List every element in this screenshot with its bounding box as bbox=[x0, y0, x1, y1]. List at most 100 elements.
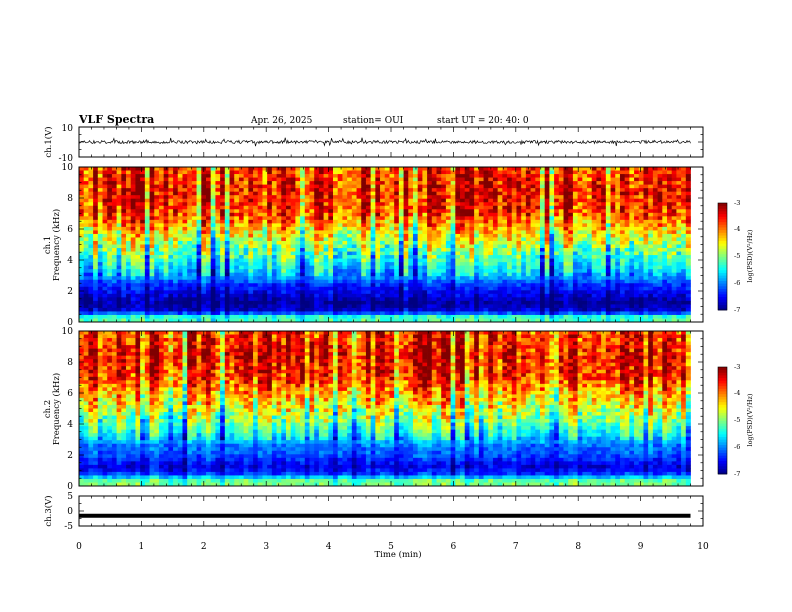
spectrogram-cell bbox=[525, 174, 531, 178]
spectrogram-cell bbox=[436, 244, 442, 249]
spectrogram-cell bbox=[497, 219, 503, 224]
spectrogram-cell bbox=[88, 262, 94, 266]
spectrogram-cell bbox=[422, 304, 428, 309]
spectrogram-cell bbox=[516, 304, 522, 309]
spectrogram-cell bbox=[488, 181, 494, 185]
spectrogram-cell bbox=[441, 230, 447, 235]
spectrogram-cell bbox=[191, 248, 197, 252]
spectrogram-cell bbox=[97, 226, 103, 231]
spectrogram-cell bbox=[83, 304, 89, 309]
spectrogram-cell bbox=[502, 307, 508, 312]
spectrogram-cell bbox=[544, 258, 550, 263]
spectrogram-cell bbox=[412, 230, 419, 235]
spectrogram-cell bbox=[107, 174, 113, 178]
spectrogram-cell bbox=[309, 304, 315, 309]
spectrogram-cell bbox=[605, 237, 611, 242]
spectrogram-cell bbox=[530, 216, 536, 221]
spectrogram-cell bbox=[587, 300, 593, 305]
spectrogram-cell bbox=[177, 276, 183, 281]
spectrogram-cell bbox=[173, 167, 179, 171]
spectrogram-cell bbox=[116, 240, 122, 245]
spectrogram-cell bbox=[83, 290, 89, 295]
spectrogram-cell bbox=[596, 262, 602, 266]
spectrogram-cell bbox=[187, 297, 193, 302]
spectrogram-cell bbox=[511, 223, 517, 228]
spectrogram-cell bbox=[539, 226, 546, 231]
spectrogram-cell bbox=[596, 265, 602, 270]
spectrogram-cell bbox=[572, 177, 578, 182]
spectrogram-cell bbox=[398, 184, 404, 189]
spectrogram-cell bbox=[610, 216, 616, 221]
spectrogram-cell bbox=[337, 279, 343, 284]
spectrogram-cell bbox=[224, 251, 230, 256]
spectrogram-cell bbox=[525, 177, 531, 182]
spectrogram-cell bbox=[389, 258, 395, 263]
spectrogram-cell bbox=[215, 174, 221, 178]
spectrogram-cell bbox=[507, 212, 513, 217]
spectrogram-cell bbox=[554, 297, 560, 302]
spectrogram-cell bbox=[83, 198, 89, 203]
spectrogram-cell bbox=[281, 244, 287, 249]
spectrogram-cell bbox=[314, 286, 320, 291]
spectrogram-cell bbox=[521, 265, 527, 270]
spectrogram-cell bbox=[281, 283, 287, 288]
spectrogram-cell bbox=[525, 272, 531, 277]
spectrogram-cell bbox=[111, 212, 117, 217]
spectrogram-cell bbox=[224, 269, 230, 274]
spectrogram-cell bbox=[229, 248, 235, 252]
spectrogram-cell bbox=[469, 184, 475, 189]
spectrogram-cell bbox=[224, 244, 230, 249]
spectrogram-cell bbox=[361, 188, 367, 193]
spectrogram-cell bbox=[464, 265, 470, 270]
spectrogram-cell bbox=[549, 304, 555, 309]
spectrogram-cell bbox=[187, 198, 193, 203]
spectrogram-cell bbox=[229, 177, 235, 182]
spectrogram-cell bbox=[375, 237, 381, 242]
spectrogram-cell bbox=[309, 269, 315, 274]
spectrogram-cell bbox=[441, 290, 447, 295]
spectrogram-cell bbox=[460, 314, 466, 319]
spectrogram-cell bbox=[271, 223, 277, 228]
spectrogram-cell bbox=[591, 216, 597, 221]
spectrogram-cell bbox=[535, 286, 541, 291]
spectrogram-cell bbox=[370, 191, 376, 196]
spectrogram-cell bbox=[572, 198, 578, 203]
spectrogram-cell bbox=[577, 226, 583, 231]
spectrogram-cell bbox=[408, 279, 414, 284]
spectrogram-cell bbox=[149, 297, 155, 302]
spectrogram-cell bbox=[215, 202, 221, 207]
spectrogram-cell bbox=[177, 269, 183, 274]
spectrogram-cell bbox=[408, 226, 414, 231]
spectrogram-cell bbox=[483, 293, 489, 298]
spectrogram-cell bbox=[333, 318, 339, 323]
spectrogram-cell bbox=[154, 174, 160, 178]
spectrogram-cell bbox=[158, 205, 165, 210]
spectrogram-cell bbox=[300, 311, 306, 316]
spectrogram-cell bbox=[304, 251, 310, 256]
spectrogram-cell bbox=[361, 248, 367, 252]
spectrogram-cell bbox=[234, 300, 240, 305]
spectrogram-cell bbox=[191, 219, 197, 224]
spectrogram-cell bbox=[417, 318, 423, 323]
spectrogram-cell bbox=[318, 290, 324, 295]
spectrogram-cell bbox=[130, 279, 136, 284]
spectrogram-cell bbox=[163, 293, 169, 298]
spectrogram-cell bbox=[587, 240, 593, 245]
spectrogram-cell bbox=[314, 198, 320, 203]
spectrogram-cell bbox=[314, 188, 320, 193]
spectrogram-cell bbox=[507, 307, 513, 312]
spectrogram-cell bbox=[229, 255, 235, 259]
spectrogram-cell bbox=[403, 258, 409, 263]
spectrogram-cell bbox=[450, 174, 456, 178]
spectrogram-cell bbox=[460, 255, 466, 259]
spectrogram-cell bbox=[201, 205, 207, 210]
spectrogram-cell bbox=[535, 233, 541, 238]
spectrogram-cell bbox=[380, 318, 386, 323]
spectrogram-cell bbox=[389, 307, 395, 312]
spectrogram-cell bbox=[257, 170, 263, 175]
spectrogram-cell bbox=[97, 300, 103, 305]
spectrogram-cell bbox=[460, 265, 466, 270]
spectrogram-cell bbox=[460, 212, 466, 217]
spectrogram-cell bbox=[314, 300, 320, 305]
spectrogram-cell bbox=[450, 219, 456, 224]
